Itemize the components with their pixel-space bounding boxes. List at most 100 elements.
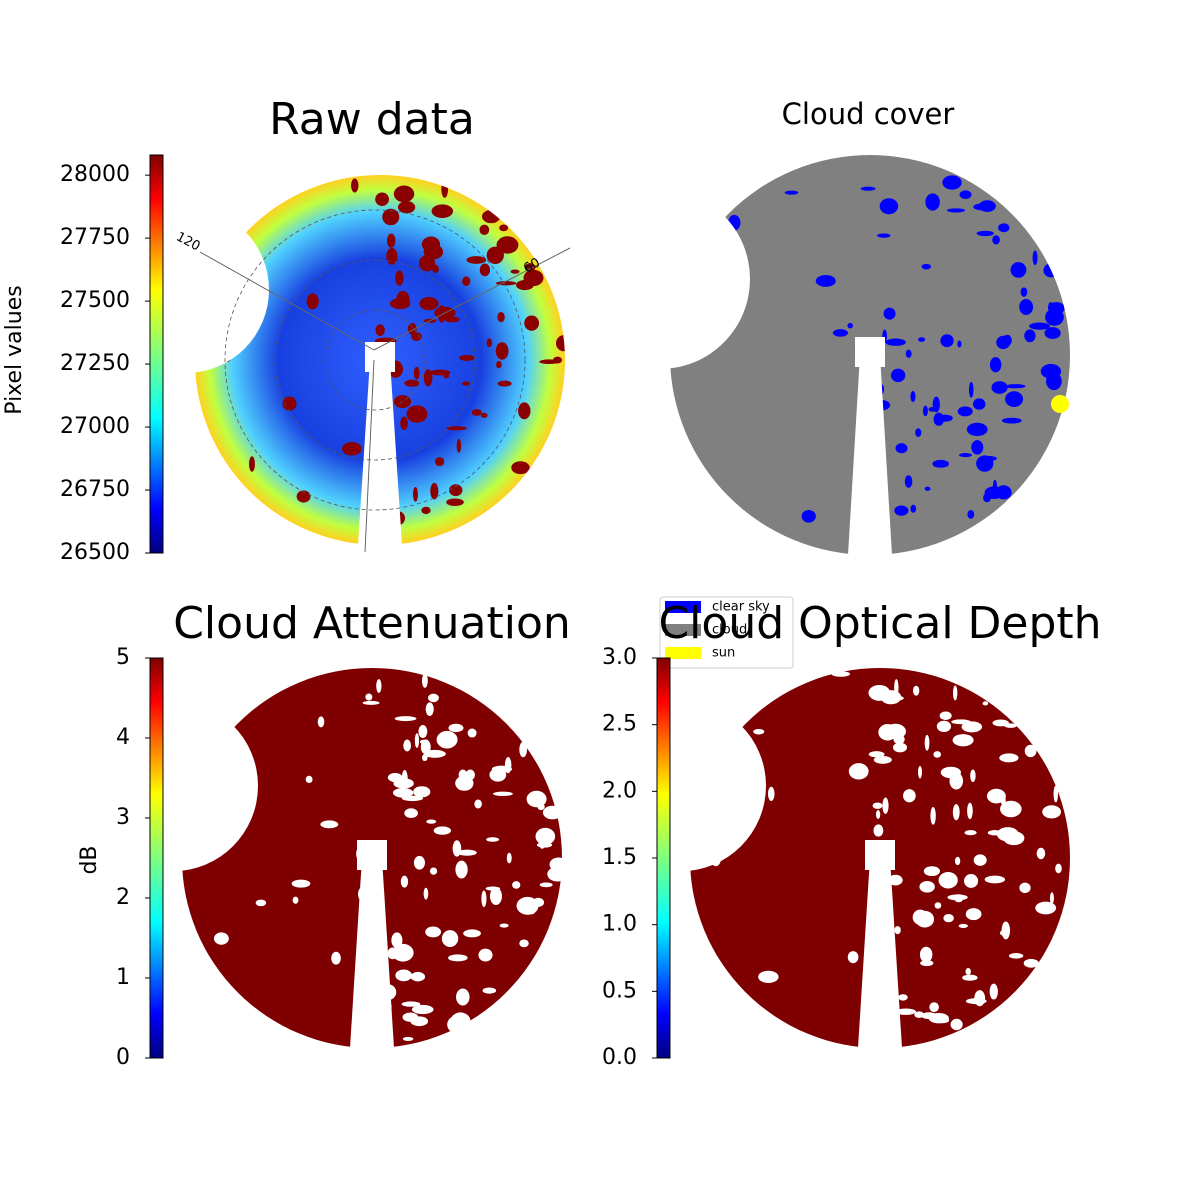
image-patch bbox=[914, 1011, 924, 1018]
image-patch bbox=[992, 719, 1009, 727]
image-patch bbox=[519, 741, 528, 758]
image-patch bbox=[282, 396, 297, 411]
image-patch bbox=[972, 398, 986, 410]
image-patch bbox=[446, 426, 467, 431]
image-patch bbox=[412, 486, 418, 502]
image-patch bbox=[404, 808, 418, 818]
image-patch bbox=[885, 338, 906, 346]
image-patch bbox=[428, 693, 439, 703]
image-patch bbox=[478, 948, 493, 962]
image-patch bbox=[411, 332, 422, 341]
image-patch bbox=[413, 366, 420, 380]
image-patch bbox=[1004, 384, 1026, 389]
image-patch bbox=[935, 1017, 950, 1024]
image-patch bbox=[1036, 847, 1046, 860]
image-patch bbox=[524, 263, 536, 272]
image-patch bbox=[401, 769, 408, 788]
image-patch bbox=[1055, 863, 1062, 874]
image-patch bbox=[499, 224, 509, 232]
image-patch bbox=[425, 926, 442, 938]
image-patch bbox=[539, 882, 553, 888]
image-patch bbox=[888, 874, 903, 886]
colorbar-tick-label: 3 bbox=[116, 805, 130, 830]
image-patch bbox=[910, 390, 916, 403]
image-patch bbox=[1019, 298, 1034, 315]
image-patch bbox=[306, 293, 319, 310]
image-patch bbox=[447, 1016, 464, 1033]
image-patch bbox=[410, 971, 426, 982]
image-patch bbox=[410, 1016, 429, 1027]
polar-grid bbox=[324, 309, 426, 411]
image-patch bbox=[474, 799, 482, 809]
image-patch bbox=[1035, 901, 1057, 915]
image-patch bbox=[894, 505, 909, 516]
image-patch bbox=[903, 789, 916, 803]
image-patch bbox=[394, 716, 417, 722]
image-patch bbox=[462, 381, 470, 386]
image-patch bbox=[1045, 308, 1064, 326]
image-patch bbox=[400, 416, 408, 430]
polar-label: 60 bbox=[521, 255, 543, 276]
image-patch bbox=[459, 354, 475, 361]
image-patch bbox=[365, 693, 373, 701]
image-patch bbox=[403, 739, 412, 752]
image-patch bbox=[784, 190, 799, 195]
image-patch bbox=[482, 987, 497, 994]
image-patch bbox=[431, 204, 454, 219]
image-patch bbox=[1053, 785, 1059, 803]
image-patch bbox=[419, 739, 427, 745]
image-patch bbox=[958, 923, 968, 928]
image-patch bbox=[928, 407, 937, 412]
image-patch bbox=[917, 765, 923, 779]
image-patch bbox=[965, 967, 971, 975]
image-patch bbox=[877, 233, 891, 238]
image-patch bbox=[966, 422, 988, 437]
image-patch bbox=[506, 852, 512, 864]
colorbar-tick-label: 2.5 bbox=[602, 712, 637, 737]
image-patch bbox=[179, 848, 193, 864]
image-patch bbox=[999, 930, 1009, 936]
image-patch bbox=[433, 826, 451, 835]
image-patch bbox=[413, 786, 431, 798]
image-patch bbox=[964, 874, 979, 888]
image-patch bbox=[497, 380, 512, 387]
image-patch bbox=[1042, 805, 1062, 819]
image-patch bbox=[910, 504, 917, 513]
image-patch bbox=[971, 440, 984, 455]
image-patch bbox=[898, 994, 908, 1001]
colorbar-tick-label: 1.5 bbox=[602, 845, 637, 870]
image-patch bbox=[456, 988, 470, 1006]
image-patch bbox=[973, 854, 987, 866]
image-patch bbox=[758, 970, 779, 983]
image-patch bbox=[362, 700, 380, 705]
image-patch bbox=[519, 939, 529, 948]
mask-square bbox=[855, 337, 885, 367]
image-patch bbox=[430, 482, 439, 500]
colorbar-tick-label: 27250 bbox=[60, 351, 130, 376]
legend-swatch bbox=[665, 601, 701, 613]
image-patch bbox=[959, 190, 972, 200]
image-patch bbox=[939, 711, 952, 720]
polar-axis bbox=[373, 247, 571, 351]
image-patch bbox=[954, 894, 964, 903]
image-patch bbox=[418, 255, 436, 272]
image-patch bbox=[414, 733, 420, 748]
image-patch bbox=[485, 886, 501, 891]
image-patch bbox=[400, 875, 409, 888]
image-patch bbox=[331, 951, 341, 965]
image-patch bbox=[421, 236, 441, 253]
image-patch bbox=[471, 409, 482, 416]
image-patch bbox=[1000, 800, 1022, 818]
image-patch bbox=[1019, 882, 1031, 894]
image-patch bbox=[497, 311, 505, 323]
image-patch bbox=[1048, 302, 1054, 310]
image-patch bbox=[873, 824, 884, 837]
image-patch bbox=[342, 442, 362, 456]
image-patch bbox=[481, 890, 487, 908]
mask-square bbox=[865, 840, 895, 870]
image-patch bbox=[467, 728, 477, 738]
image-patch bbox=[401, 1001, 421, 1007]
image-patch bbox=[952, 685, 958, 701]
image-patch bbox=[492, 791, 513, 796]
